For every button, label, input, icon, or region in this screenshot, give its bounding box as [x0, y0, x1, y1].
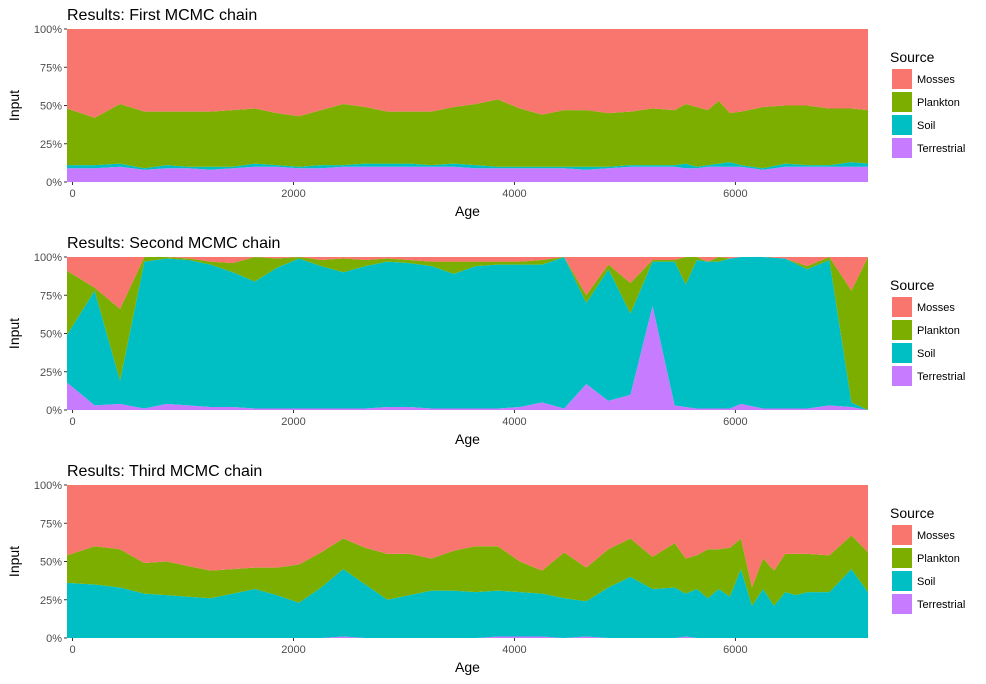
- chart-panel-1: Results: First MCMC chain 0% 25% 50% 75% 100%…: [6, 7, 965, 219]
- x-tick-label: 0: [69, 644, 75, 656]
- legend-label-plankton: Plankton: [917, 325, 960, 337]
- y-tick-label: 0%: [46, 405, 62, 417]
- legend-label-plankton: Plankton: [917, 97, 960, 109]
- y-tick-label: 75%: [40, 62, 62, 74]
- x-axis-label: Age: [455, 659, 480, 675]
- legend-swatch-plankton: [892, 548, 912, 568]
- legend-label-terrestrial: Terrestrial: [917, 371, 965, 383]
- area-series-soil: [67, 162, 868, 170]
- y-axis-label: Input: [6, 90, 22, 121]
- legend-label-plankton: Plankton: [917, 553, 960, 565]
- y-tick-label: 100%: [34, 480, 62, 492]
- y-tick-label: 25%: [40, 367, 62, 379]
- x-tick-label: 6000: [723, 644, 747, 656]
- x-tick-label: 4000: [502, 188, 526, 200]
- x-tick-label: 4000: [502, 416, 526, 428]
- legend-label-mosses: Mosses: [917, 302, 955, 314]
- chart-title: Results: First MCMC chain: [67, 7, 257, 24]
- legend-swatch-soil: [892, 115, 912, 135]
- x-tick-label: 0: [69, 416, 75, 428]
- y-tick-label: 50%: [40, 329, 62, 341]
- legend-swatch-terrestrial: [892, 366, 912, 386]
- legend: Source Mosses Plankton Soil Terrestrial: [890, 505, 965, 614]
- legend-swatch-plankton: [892, 320, 912, 340]
- y-tick-label: 50%: [40, 101, 62, 113]
- chart-title: Results: Second MCMC chain: [67, 235, 280, 252]
- chart-title: Results: Third MCMC chain: [67, 463, 262, 480]
- y-tick-label: 75%: [40, 518, 62, 530]
- x-tick-label: 2000: [281, 644, 305, 656]
- area-series-mosses: [67, 485, 868, 588]
- y-tick-label: 0%: [46, 633, 62, 645]
- area-series-terrestrial: [67, 166, 868, 182]
- legend-swatch-mosses: [892, 297, 912, 317]
- y-axis-label: Input: [6, 546, 22, 577]
- area-series-plankton: [67, 535, 868, 606]
- legend-swatch-mosses: [892, 525, 912, 545]
- area-series-terrestrial: [67, 305, 868, 410]
- legend-swatch-terrestrial: [892, 594, 912, 614]
- legend-label-soil: Soil: [917, 120, 935, 132]
- area-series-soil: [67, 569, 868, 638]
- y-tick-label: 25%: [40, 139, 62, 151]
- y-tick-label: 100%: [34, 252, 62, 264]
- x-axis-label: Age: [455, 203, 480, 219]
- legend-title: Source: [890, 49, 935, 65]
- legend-title: Source: [890, 277, 935, 293]
- chart-panel-2: Results: Second MCMC chain 0% 25% 50% 75% 100…: [6, 235, 965, 447]
- y-tick-label: 100%: [34, 24, 62, 36]
- legend-swatch-soil: [892, 343, 912, 363]
- legend-title: Source: [890, 505, 935, 521]
- legend-swatch-plankton: [892, 92, 912, 112]
- legend-swatch-terrestrial: [892, 138, 912, 158]
- area-series-plankton: [67, 99, 868, 169]
- y-tick-label: 50%: [40, 557, 62, 569]
- chart-panel-3: Results: Third MCMC chain 0% 25% 50% 75% 100%…: [6, 463, 965, 675]
- x-tick-label: 2000: [281, 188, 305, 200]
- area-series-mosses: [67, 29, 868, 118]
- legend-label-mosses: Mosses: [917, 74, 955, 86]
- x-tick-label: 6000: [723, 188, 747, 200]
- x-tick-label: 6000: [723, 416, 747, 428]
- y-tick-label: 75%: [40, 290, 62, 302]
- x-tick-label: 0: [69, 188, 75, 200]
- legend: Source Mosses Plankton Soil Terrestrial: [890, 277, 965, 386]
- y-tick-label: 25%: [40, 595, 62, 607]
- legend-label-soil: Soil: [917, 348, 935, 360]
- y-tick-label: 0%: [46, 177, 62, 189]
- legend-label-mosses: Mosses: [917, 530, 955, 542]
- legend-label-terrestrial: Terrestrial: [917, 599, 965, 611]
- x-axis-label: Age: [455, 431, 480, 447]
- area-series-soil: [67, 257, 868, 410]
- y-axis-label: Input: [6, 318, 22, 349]
- legend-swatch-soil: [892, 571, 912, 591]
- legend-label-terrestrial: Terrestrial: [917, 143, 965, 155]
- x-tick-label: 2000: [281, 416, 305, 428]
- legend-label-soil: Soil: [917, 576, 935, 588]
- x-tick-label: 4000: [502, 644, 526, 656]
- legend: Source Mosses Plankton Soil Terrestrial: [890, 49, 965, 158]
- legend-swatch-mosses: [892, 69, 912, 89]
